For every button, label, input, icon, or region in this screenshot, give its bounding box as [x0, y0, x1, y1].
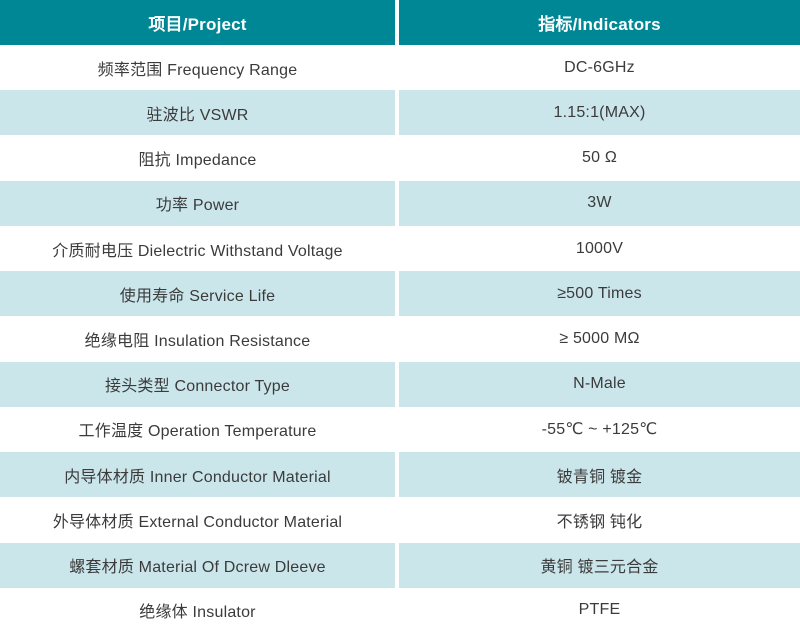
- project-cell: 驻波比 VSWR: [0, 90, 399, 136]
- table-row: 外导体材质 External Conductor Material 不锈钢 钝化: [0, 497, 800, 543]
- table-header-row: 项目/Project 指标/Indicators: [0, 0, 800, 45]
- project-cell: 频率范围 Frequency Range: [0, 45, 399, 91]
- project-cell: 螺套材质 Material Of Dcrew Dleeve: [0, 542, 399, 588]
- table-row: 功率 Power 3W: [0, 180, 800, 226]
- table-row: 绝缘电阻 Insulation Resistance ≥ 5000 MΩ: [0, 316, 800, 362]
- indicator-cell: 1.15:1(MAX): [553, 103, 646, 121]
- header-cell-project: 项目/Project: [0, 0, 399, 45]
- project-cell: 使用寿命 Service Life: [0, 271, 399, 317]
- table-row: 内导体材质 Inner Conductor Material 铍青铜 镀金: [0, 452, 800, 498]
- indicator-cell: 黄铜 镀三元合金: [540, 559, 659, 577]
- project-cell: 绝缘体 Insulator: [0, 587, 399, 633]
- table-row: 螺套材质 Material Of Dcrew Dleeve 黄铜 镀三元合金: [0, 542, 800, 588]
- project-cell: 接头类型 Connector Type: [0, 361, 399, 407]
- table-row: 接头类型 Connector Type N-Male: [0, 361, 800, 407]
- project-cell: 外导体材质 External Conductor Material: [0, 497, 399, 543]
- indicator-cell: PTFE: [578, 601, 621, 619]
- indicator-cell: DC-6GHz: [564, 58, 635, 76]
- table-row: 介质耐电压 Dielectric Withstand Voltage 1000V: [0, 225, 800, 272]
- table-row: 阻抗 Impedance 50 Ω: [0, 135, 800, 181]
- header-cell-indicators: 指标/Indicators: [538, 15, 661, 34]
- project-cell: 功率 Power: [0, 180, 399, 226]
- indicator-cell: N-Male: [573, 375, 626, 393]
- project-cell: 介质耐电压 Dielectric Withstand Voltage: [0, 225, 399, 272]
- indicator-cell: 1000V: [575, 239, 624, 257]
- table-row: 使用寿命 Service Life ≥500 Times: [0, 271, 800, 317]
- table-row: 频率范围 Frequency Range DC-6GHz: [0, 45, 800, 91]
- indicator-cell: ≥ 5000 MΩ: [559, 330, 640, 348]
- indicator-cell: 铍青铜 镀金: [556, 468, 643, 486]
- table-row: 驻波比 VSWR 1.15:1(MAX): [0, 90, 800, 136]
- project-cell: 工作温度 Operation Temperature: [0, 406, 399, 453]
- project-cell: 内导体材质 Inner Conductor Material: [0, 452, 399, 498]
- indicator-cell: ≥500 Times: [557, 284, 642, 302]
- table-row: 工作温度 Operation Temperature -55℃ ~ +125℃: [0, 406, 800, 453]
- indicator-cell: -55℃ ~ +125℃: [541, 421, 658, 439]
- indicator-cell: 3W: [587, 194, 612, 212]
- indicator-cell: 50 Ω: [581, 149, 617, 167]
- project-cell: 绝缘电阻 Insulation Resistance: [0, 316, 399, 362]
- project-cell: 阻抗 Impedance: [0, 135, 399, 181]
- table-row: 绝缘体 Insulator PTFE: [0, 587, 800, 633]
- indicator-cell: 不锈钢 钝化: [556, 513, 643, 531]
